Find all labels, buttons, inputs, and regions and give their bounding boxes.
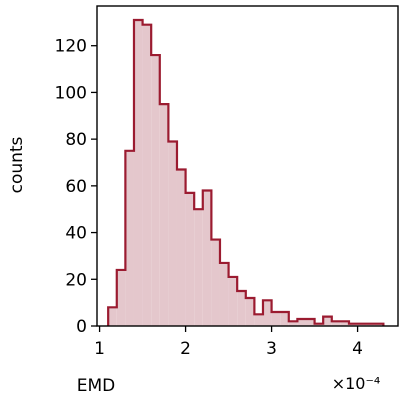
histogram-bar-13 [211, 239, 220, 326]
histogram-bar-22 [288, 321, 298, 326]
histogram-bar-10 [185, 192, 195, 326]
x-axis-scale-label: ×10⁻⁴ [332, 374, 381, 393]
histogram-bar-25 [314, 323, 324, 326]
axes [96, 5, 399, 327]
histogram-step-outline [107, 18, 385, 326]
histogram-bar-3 [125, 150, 134, 326]
histogram-bar-19 [262, 300, 272, 326]
histogram-bar-26 [323, 316, 332, 326]
histogram-bar-12 [202, 190, 212, 326]
histogram-bar-8 [168, 141, 177, 326]
histogram-bar-15 [228, 276, 238, 326]
histogram-bar-28 [340, 321, 349, 326]
histogram-bar-11 [194, 209, 203, 326]
y-axis-label: counts [7, 136, 27, 193]
histogram-bar-6 [151, 55, 160, 327]
y-tick-label-60: 60 [65, 177, 87, 197]
histogram-bar-4 [133, 20, 143, 327]
histogram-bar-1 [108, 307, 117, 326]
histogram-bar-32 [374, 323, 384, 326]
y-tick-label-20: 20 [65, 270, 87, 290]
histogram-bar-31 [366, 323, 375, 326]
y-tick-label-80: 80 [65, 130, 87, 150]
histogram-bar-24 [305, 318, 315, 326]
histogram-bar-7 [159, 104, 169, 326]
histogram-bar-14 [219, 262, 229, 326]
x-tick-label-1: 1 [94, 339, 105, 359]
histogram-bar-16 [237, 290, 246, 326]
x-tick-label-3: 3 [266, 339, 277, 359]
x-tick-label-4: 4 [352, 339, 363, 359]
y-tick-label-40: 40 [65, 224, 87, 244]
histogram-bar-18 [254, 314, 263, 326]
histogram-bar-27 [331, 321, 341, 326]
histogram-bar-9 [176, 169, 186, 326]
y-tick-label-100: 100 [55, 83, 87, 103]
histogram-bar-2 [116, 269, 126, 326]
x-axis-label: EMD [77, 376, 116, 396]
histogram-bar-21 [280, 311, 289, 326]
histogram-marks [107, 18, 385, 327]
y-tick-label-0: 0 [76, 317, 87, 337]
histogram-bar-29 [348, 323, 358, 326]
histogram-bar-20 [271, 311, 281, 326]
histogram-bar-30 [357, 323, 367, 326]
y-tick-label-120: 120 [55, 37, 87, 57]
histogram-bar-5 [142, 24, 152, 327]
histogram-bar-23 [297, 318, 306, 326]
histogram-bar-17 [245, 297, 255, 326]
x-tick-label-2: 2 [180, 339, 191, 359]
plot-frame [96, 5, 399, 327]
